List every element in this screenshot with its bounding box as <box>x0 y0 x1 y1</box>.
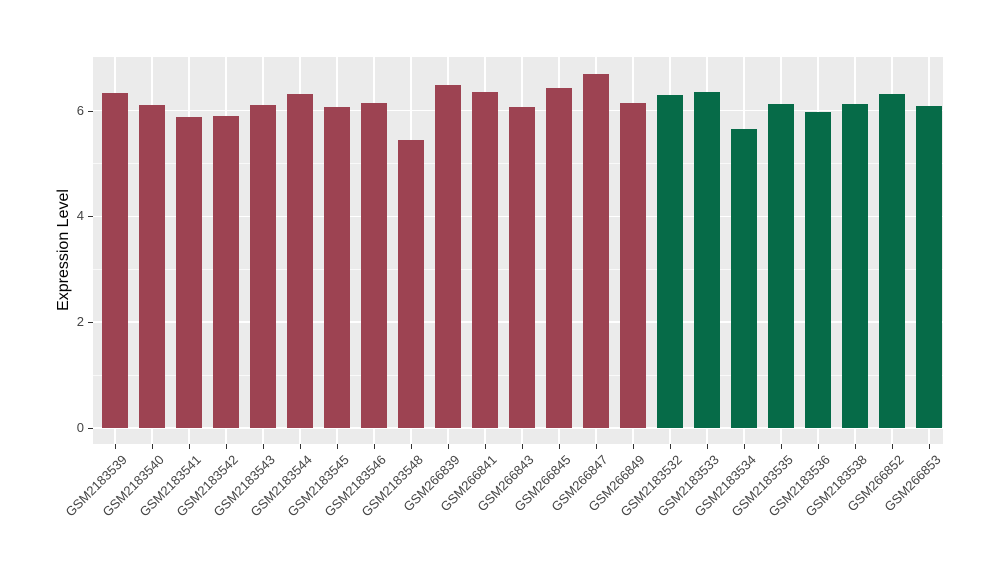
bar-GSM266839 <box>435 85 461 428</box>
x-tick-mark <box>670 444 671 449</box>
x-tick-mark <box>744 444 745 449</box>
bar-GSM2183532 <box>657 94 683 428</box>
bar-GSM2183543 <box>250 104 276 428</box>
x-tick-mark <box>411 444 412 449</box>
x-tick-mark <box>115 444 116 449</box>
bar-GSM2183544 <box>287 94 313 428</box>
bar-GSM2183536 <box>805 112 831 428</box>
bar-GSM2183548 <box>398 140 424 428</box>
x-tick-mark <box>855 444 856 449</box>
bar-GSM2183540 <box>139 104 165 428</box>
y-tick-label-2: 2 <box>76 314 84 330</box>
y-axis-title: Expression Level <box>55 189 72 311</box>
x-tick-mark <box>152 444 153 449</box>
x-tick-mark <box>189 444 190 449</box>
bar-GSM266852 <box>879 94 905 428</box>
bar-GSM2183542 <box>213 115 239 428</box>
plot-panel <box>93 57 943 444</box>
x-tick-mark <box>485 444 486 449</box>
x-tick-mark <box>337 444 338 449</box>
x-tick-mark <box>374 444 375 449</box>
x-tick-mark <box>596 444 597 449</box>
x-tick-mark <box>707 444 708 449</box>
y-tick-mark <box>88 428 93 429</box>
bar-GSM2183535 <box>768 104 794 428</box>
gridline-major-y0 <box>93 427 943 429</box>
x-tick-mark <box>929 444 930 449</box>
bar-GSM2183538 <box>842 104 868 428</box>
bar-GSM266847 <box>583 74 609 428</box>
y-tick-label-4: 4 <box>76 208 84 224</box>
y-tick-label-0: 0 <box>76 420 84 435</box>
bar-GSM266853 <box>916 106 942 428</box>
y-tick-mark <box>88 216 93 218</box>
y-tick-mark <box>88 110 93 112</box>
y-tick-mark <box>88 322 93 324</box>
x-tick-mark <box>522 444 523 449</box>
bar-GSM266841 <box>472 91 498 428</box>
y-tick-label-6: 6 <box>76 102 84 118</box>
x-tick-mark <box>226 444 227 449</box>
bar-GSM266845 <box>546 88 572 428</box>
bar-GSM266849 <box>620 102 646 428</box>
bar-GSM2183545 <box>324 106 350 428</box>
bar-GSM2183539 <box>102 92 128 428</box>
bar-GSM2183546 <box>361 103 387 428</box>
x-tick-mark <box>633 444 634 449</box>
x-tick-mark <box>448 444 449 449</box>
x-tick-mark <box>263 444 264 449</box>
bar-GSM266843 <box>509 106 535 428</box>
bar-GSM2183534 <box>731 129 757 428</box>
x-tick-mark <box>300 444 301 449</box>
x-tick-mark <box>781 444 782 449</box>
bar-GSM2183533 <box>694 92 720 428</box>
x-tick-mark <box>818 444 819 449</box>
x-tick-mark <box>559 444 560 449</box>
bar-GSM2183541 <box>176 117 202 428</box>
x-tick-mark <box>892 444 893 449</box>
